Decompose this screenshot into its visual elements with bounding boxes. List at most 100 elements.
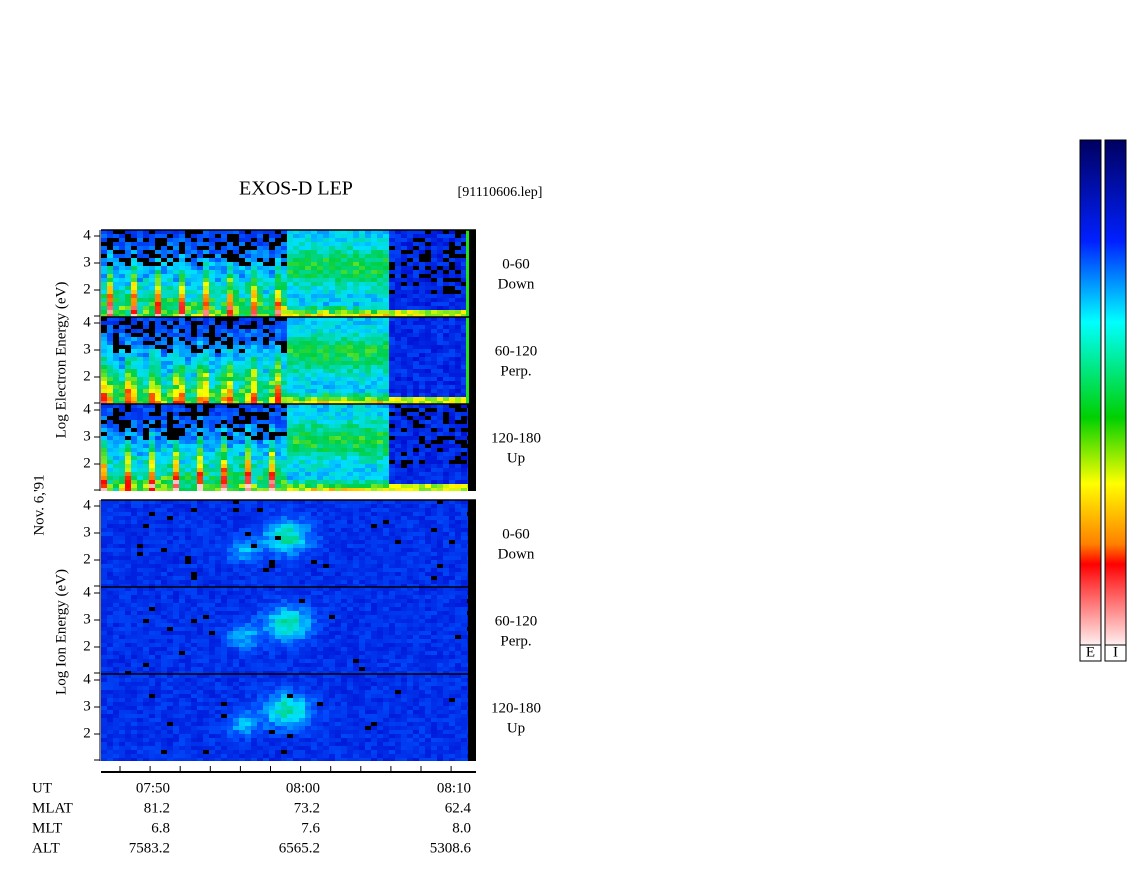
spectrogram-cell xyxy=(275,377,281,381)
spectrogram-cell xyxy=(251,270,257,274)
spectrogram-cell xyxy=(215,310,221,314)
spectrogram-cell xyxy=(317,520,323,524)
spectrogram-cell xyxy=(299,560,305,564)
spectrogram-cell xyxy=(335,436,341,440)
spectrogram-cell xyxy=(149,306,155,310)
spectrogram-cell xyxy=(179,234,185,238)
spectrogram-cell xyxy=(107,488,113,491)
spectrogram-cell xyxy=(323,234,329,238)
spectrogram-cell xyxy=(227,357,233,361)
spectrogram-cell xyxy=(299,369,305,373)
spectrogram-cell xyxy=(215,357,221,361)
spectrogram-cell xyxy=(305,428,311,432)
spectrogram-cell xyxy=(287,238,293,242)
spectrogram-cell xyxy=(215,317,221,321)
spectrogram-cell xyxy=(371,385,377,389)
spectrogram-cell xyxy=(221,246,227,250)
spectrogram-cell xyxy=(149,389,155,393)
spectrogram-cell xyxy=(257,345,263,349)
spectrogram-cell xyxy=(245,428,251,432)
spectrogram-cell xyxy=(233,436,239,440)
spectrogram-cell xyxy=(305,357,311,361)
spectrogram-cell xyxy=(401,408,407,412)
spectrogram-cell xyxy=(449,476,455,480)
spectrogram-cell xyxy=(179,250,185,254)
spectrogram-cell xyxy=(413,452,419,456)
spectrogram-cell xyxy=(389,254,395,258)
spectrogram-cell xyxy=(269,381,275,385)
spectrogram-cell xyxy=(437,401,443,404)
spectrogram-cell xyxy=(101,266,107,270)
spectrogram-cell xyxy=(149,468,155,472)
spectrogram-cell xyxy=(341,369,347,373)
spectrogram-cell xyxy=(143,408,149,412)
spectrogram-cell xyxy=(389,230,395,234)
spectrogram-cell xyxy=(341,484,347,488)
spectrogram-cell xyxy=(287,512,293,516)
spectrogram-cell xyxy=(287,246,293,250)
spectrogram-cell xyxy=(263,428,269,432)
spectrogram-cell xyxy=(101,302,107,306)
spectrogram-cell xyxy=(245,472,251,476)
spectrogram-cell xyxy=(395,357,401,361)
spectrogram-cell xyxy=(221,337,227,341)
spectrogram-cell xyxy=(131,564,137,568)
spectrogram-cell xyxy=(335,357,341,361)
spectrogram-cell xyxy=(329,488,335,491)
spectrogram-cell xyxy=(377,353,383,357)
spectrogram-cell xyxy=(251,424,257,428)
spectrogram-cell xyxy=(395,448,401,452)
spectrogram-cell xyxy=(251,250,257,254)
spectrogram-cell xyxy=(131,456,137,460)
spectrogram-cell xyxy=(425,416,431,420)
spectrogram-cell xyxy=(233,369,239,373)
spectrogram-cell xyxy=(197,540,203,544)
spectrogram-cell xyxy=(143,544,149,548)
spectrogram-cell xyxy=(407,448,413,452)
spectrogram-cell xyxy=(419,310,425,314)
spectrogram-cell xyxy=(239,329,245,333)
spectrogram-cell xyxy=(179,321,185,325)
spectrogram-cell xyxy=(377,460,383,464)
spectrogram-cell xyxy=(305,278,311,282)
spectrogram-cell xyxy=(341,408,347,412)
spectrogram-cell xyxy=(161,540,167,544)
spectrogram-cell xyxy=(275,472,281,476)
spectrogram-cell xyxy=(119,580,125,584)
spectrogram-cell xyxy=(209,436,215,440)
spectrogram-cell xyxy=(311,508,317,512)
spectrogram-cell xyxy=(383,436,389,440)
spectrogram-cell xyxy=(137,508,143,512)
spectrogram-cell xyxy=(311,524,317,528)
spectrogram-cell xyxy=(143,393,149,397)
spectrogram-cell xyxy=(185,444,191,448)
spectrogram-cell xyxy=(281,345,287,349)
spectrogram-cell xyxy=(191,580,197,584)
spectrogram-cell xyxy=(317,504,323,508)
spectrogram-cell xyxy=(185,302,191,306)
spectrogram-cell xyxy=(161,246,167,250)
spectrogram-cell xyxy=(107,270,113,274)
spectrogram-cell xyxy=(257,416,263,420)
spectrogram-cell xyxy=(251,532,257,536)
spectrogram-cell xyxy=(167,544,173,548)
spectrogram-cell xyxy=(335,468,341,472)
spectrogram-cell xyxy=(407,282,413,286)
spectrogram-cell xyxy=(299,401,305,404)
spectrogram-cell xyxy=(239,516,245,520)
spectrogram-cell xyxy=(239,361,245,365)
spectrogram-cell xyxy=(353,460,359,464)
spectrogram-cell xyxy=(437,373,443,377)
spectrogram-cell xyxy=(149,504,155,508)
spectrogram-cell xyxy=(383,464,389,468)
spectrogram-cell xyxy=(323,484,329,488)
spectrogram-cell xyxy=(167,310,173,314)
spectrogram-cell xyxy=(113,556,119,560)
spectrogram-cell xyxy=(323,480,329,484)
spectrogram-cell xyxy=(149,428,155,432)
spectrogram-cell xyxy=(155,464,161,468)
spectrogram-cell xyxy=(335,500,341,504)
spectrogram-cell xyxy=(251,420,257,424)
spectrogram-cell xyxy=(113,552,119,556)
spectrogram-cell xyxy=(119,432,125,436)
